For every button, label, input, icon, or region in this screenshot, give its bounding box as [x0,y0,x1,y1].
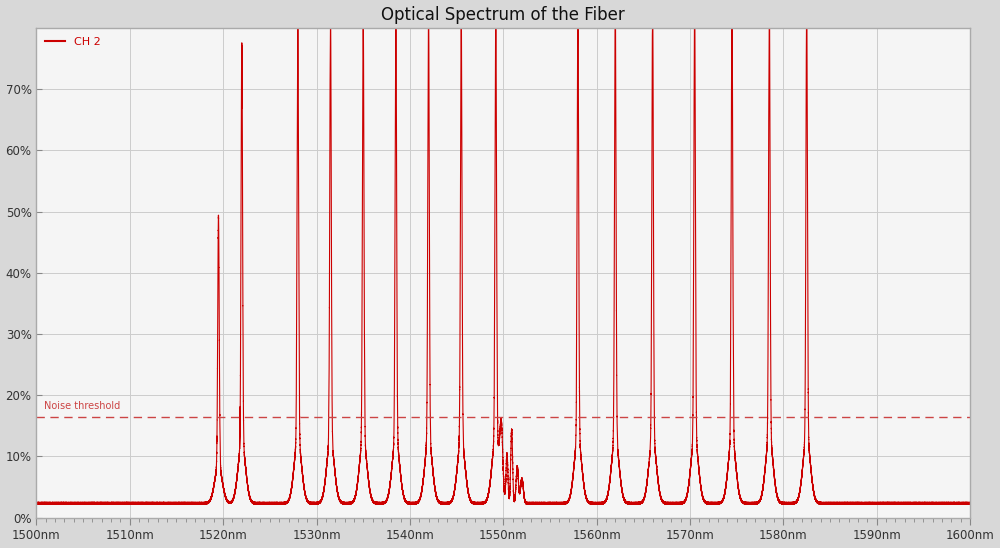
Line: CH 2: CH 2 [36,28,970,504]
CH 2 [964,501,976,507]
CH 2 [450,478,462,485]
CH 2 [30,500,42,507]
Title: Optical Spectrum of the Fiber: Optical Spectrum of the Fiber [381,5,625,24]
CH 2 [140,499,152,506]
CH 2 [292,25,304,31]
CH 2 [229,487,241,493]
CH 2 [86,501,98,507]
CH 2 [847,501,859,507]
CH 2 [721,478,733,484]
Text: Noise threshold: Noise threshold [44,401,120,411]
Legend: CH 2: CH 2 [42,33,104,50]
CH 2 [938,500,950,506]
